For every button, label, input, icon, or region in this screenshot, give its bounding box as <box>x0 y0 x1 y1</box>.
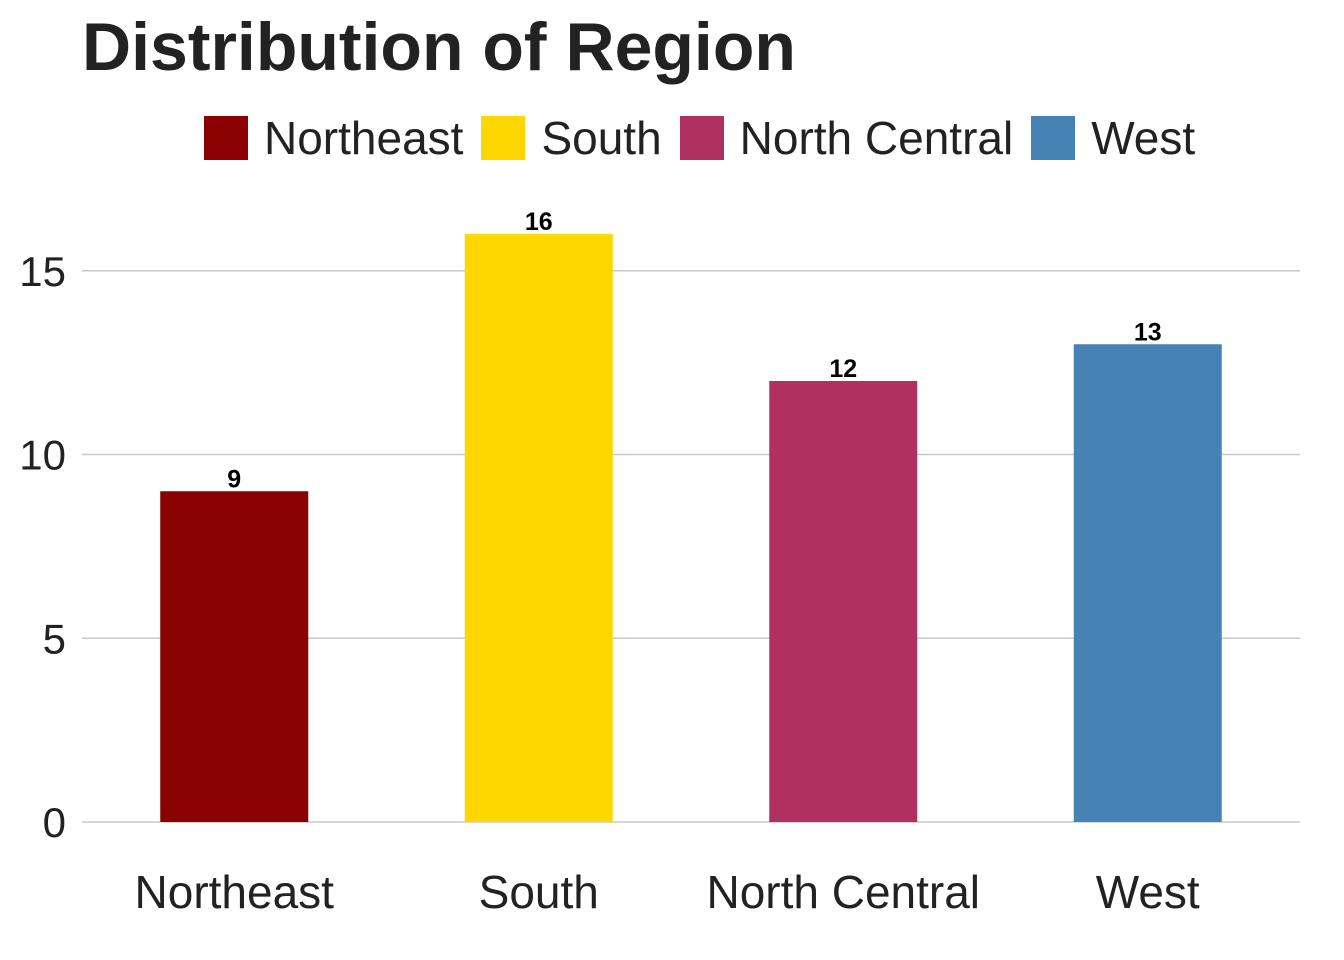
legend: Northeast South North Central West <box>204 112 1213 164</box>
legend-item: West <box>1031 111 1195 165</box>
bar <box>769 381 918 822</box>
x-tick-label: South <box>479 866 599 918</box>
bar-value-label: 12 <box>829 355 857 383</box>
y-tick-label: 15 <box>19 248 66 295</box>
legend-swatch <box>481 116 526 160</box>
legend-label: North Central <box>739 112 1014 164</box>
x-tick-label: North Central <box>706 866 980 918</box>
chart-title: Distribution of Region <box>82 9 796 85</box>
x-tick-label: West <box>1096 866 1200 918</box>
legend-label: Northeast <box>264 112 464 164</box>
legend-item: North Central <box>679 111 1014 165</box>
y-tick-label: 5 <box>43 615 66 662</box>
legend-label: South <box>541 112 662 164</box>
bar <box>464 234 613 822</box>
legend-swatch <box>204 116 248 160</box>
legend-item: Northeast <box>204 111 463 165</box>
x-tick-label: Northeast <box>135 866 335 918</box>
bar-value-label: 9 <box>227 465 241 493</box>
bar-value-label: 13 <box>1134 318 1162 346</box>
legend-swatch <box>679 116 724 160</box>
legend-swatch <box>1031 116 1076 160</box>
bar <box>1073 344 1222 822</box>
y-tick-label: 0 <box>43 799 66 846</box>
legend-item: South <box>481 111 662 165</box>
bar <box>160 491 309 822</box>
legend-label: West <box>1091 112 1196 164</box>
bar-value-label: 16 <box>525 208 553 236</box>
y-tick-label: 10 <box>19 432 66 479</box>
